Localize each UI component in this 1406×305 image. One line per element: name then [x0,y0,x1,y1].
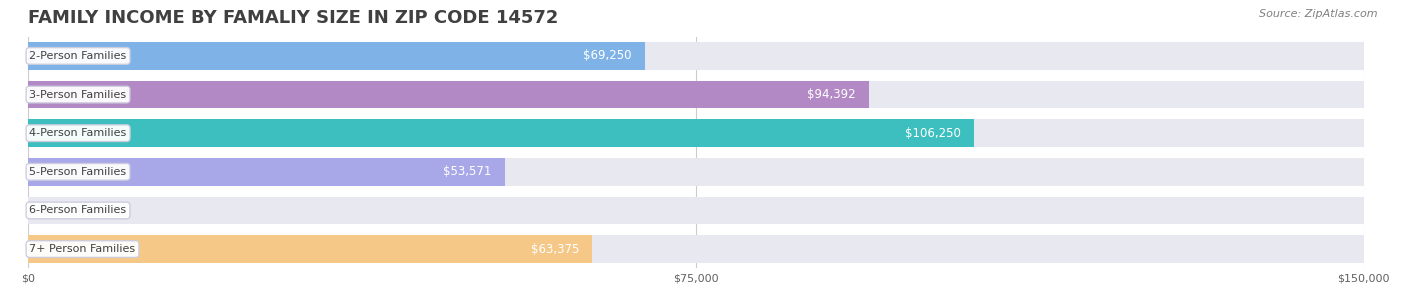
Text: 7+ Person Families: 7+ Person Families [30,244,135,254]
Text: Source: ZipAtlas.com: Source: ZipAtlas.com [1260,9,1378,19]
Text: $0: $0 [42,204,56,217]
Bar [28,235,592,263]
Bar [28,158,505,186]
Text: 4-Person Families: 4-Person Families [30,128,127,138]
Text: $63,375: $63,375 [530,242,579,256]
Text: 5-Person Families: 5-Person Families [30,167,127,177]
Text: 2-Person Families: 2-Person Families [30,51,127,61]
Bar [28,196,1364,224]
Text: $94,392: $94,392 [807,88,855,101]
Bar [28,42,1364,70]
Bar [28,42,645,70]
Text: FAMILY INCOME BY FAMALIY SIZE IN ZIP CODE 14572: FAMILY INCOME BY FAMALIY SIZE IN ZIP COD… [28,9,558,27]
Bar [28,119,1364,147]
Text: 3-Person Families: 3-Person Families [30,90,127,99]
Bar [28,235,1364,263]
Bar [28,119,974,147]
Text: $106,250: $106,250 [905,127,960,140]
Bar [28,158,1364,186]
Bar [28,81,869,109]
Bar [28,81,1364,109]
Text: $53,571: $53,571 [443,165,492,178]
Text: 6-Person Families: 6-Person Families [30,206,127,215]
Text: $69,250: $69,250 [583,49,631,63]
